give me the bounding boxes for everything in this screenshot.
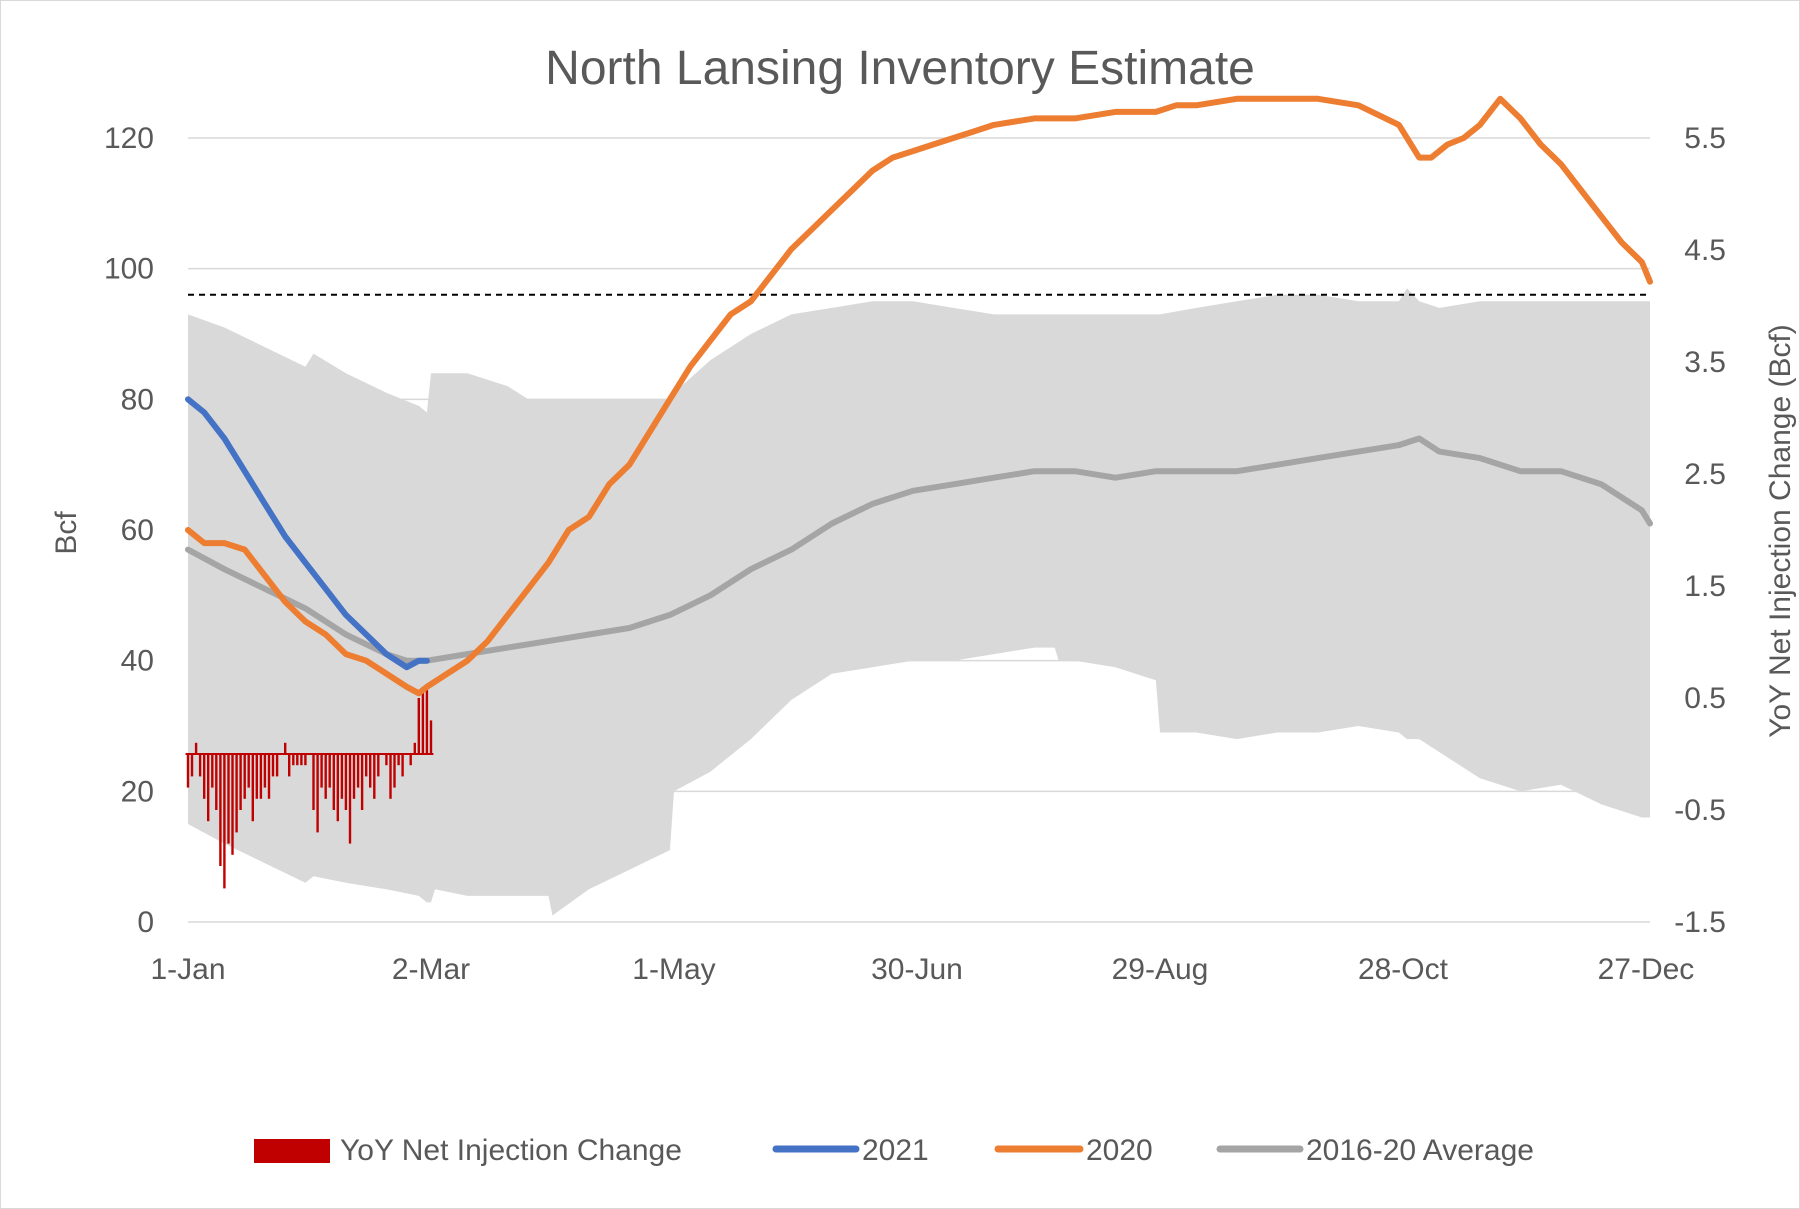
injection-bar: [397, 754, 400, 766]
injection-bar: [373, 754, 376, 799]
legend-swatch-bars: [254, 1139, 330, 1163]
injection-bar: [288, 754, 291, 777]
injection-bar: [389, 754, 392, 799]
injection-bar: [377, 754, 380, 777]
y-axis-title: Bcf: [50, 511, 83, 555]
x-tick-label: 27-Dec: [1598, 953, 1695, 986]
series-line-2021: [185, 396, 430, 671]
x-axis-ticks: 1-Jan 2-Mar 1-May 30-Jun 29-Aug 28-Oct 27-Dec: [150, 953, 1694, 986]
injection-bar: [215, 754, 218, 810]
legend-label-average: 2016-20 Average: [1306, 1134, 1534, 1167]
injection-bar: [369, 754, 372, 788]
injection-bar: [296, 754, 299, 766]
y2-tick-label: 3.5: [1684, 346, 1726, 379]
y2-tick-label: 0.5: [1684, 682, 1726, 715]
legend-label-2021: 2021: [862, 1134, 929, 1167]
injection-bar: [223, 754, 226, 889]
injection-bar: [186, 754, 190, 788]
y-tick-label: 120: [104, 122, 154, 155]
y2-tick-label: -1.5: [1674, 906, 1726, 939]
injection-bar: [429, 720, 433, 754]
range-band: [188, 288, 1650, 916]
x-tick-label: 2-Mar: [392, 953, 470, 986]
injection-bar: [198, 754, 202, 777]
injection-bar: [211, 754, 214, 788]
injection-bar: [365, 754, 368, 777]
range-band-area: [188, 288, 1650, 916]
injection-bar: [401, 754, 404, 777]
injection-bar: [332, 754, 335, 810]
injection-bar: [300, 754, 303, 766]
injection-bar: [409, 754, 412, 766]
x-tick-label: 29-Aug: [1112, 953, 1209, 986]
injection-bar: [271, 754, 275, 777]
injection-bar: [259, 754, 263, 799]
injection-bar: [328, 754, 331, 788]
injection-bar: [227, 754, 230, 844]
y2-tick-label: 1.5: [1684, 570, 1726, 603]
injection-bar: [421, 686, 425, 754]
y-tick-label: 80: [121, 383, 154, 416]
injection-bar: [320, 754, 323, 788]
injection-bar: [255, 754, 258, 799]
injection-bar: [247, 754, 250, 788]
y-tick-label: 20: [121, 775, 154, 808]
y2-tick-label: 4.5: [1684, 234, 1726, 267]
x-tick-label: 1-May: [632, 953, 715, 986]
injection-bar: [190, 754, 194, 777]
y-tick-label: 40: [121, 645, 154, 678]
injection-bar: [194, 742, 198, 754]
injection-bar: [263, 754, 267, 788]
injection-bar: [203, 754, 206, 799]
injection-bar: [393, 754, 396, 788]
injection-bar: [239, 754, 242, 810]
injection-bar: [336, 754, 339, 822]
y2-tick-label: 2.5: [1684, 458, 1726, 491]
injection-bar: [231, 754, 234, 855]
injection-bar: [324, 754, 327, 799]
injection-bar: [267, 754, 271, 799]
injection-bar: [243, 754, 246, 799]
legend-label-bars: YoY Net Injection Change: [340, 1134, 682, 1167]
injection-bar: [348, 754, 352, 844]
y-tick-label: 100: [104, 253, 154, 286]
injection-bar: [275, 754, 279, 777]
injection-bar: [352, 754, 356, 799]
x-tick-label: 28-Oct: [1358, 953, 1449, 986]
legend-label-2020: 2020: [1086, 1134, 1153, 1167]
injection-bar: [425, 686, 429, 754]
chart-title: North Lansing Inventory Estimate: [545, 42, 1255, 95]
series-lines: [185, 95, 1653, 697]
y-tick-label: 60: [121, 514, 154, 547]
x-tick-label: 1-Jan: [150, 953, 225, 986]
injection-bar: [219, 754, 222, 866]
legend: YoY Net Injection Change 2021 2020 2016-…: [254, 1134, 1534, 1167]
injection-bars: [185, 686, 434, 889]
series-line-2020: [185, 95, 1653, 697]
injection-bar: [356, 754, 360, 788]
injection-bar: [304, 754, 307, 766]
injection-bar: [385, 754, 388, 766]
y-axis-ticks: 0 20 40 60 80 100 120: [104, 122, 154, 939]
injection-bar: [235, 754, 238, 833]
injection-bar: [413, 742, 416, 754]
injection-bar: [251, 754, 254, 822]
injection-bar: [360, 754, 364, 810]
injection-bar: [292, 754, 295, 766]
y2-axis-ticks: -1.5 -0.5 0.5 1.5 2.5 3.5 4.5 5.5: [1674, 122, 1726, 939]
injection-bar: [344, 754, 348, 810]
injection-bar: [284, 742, 287, 754]
injection-bar: [340, 754, 344, 799]
injection-bar: [312, 754, 315, 810]
y2-axis-title: YoY Net Injection Change (Bcf): [1764, 324, 1797, 738]
y-tick-label: 0: [137, 906, 154, 939]
y2-tick-label: -0.5: [1674, 794, 1726, 827]
injection-bar: [207, 754, 210, 822]
x-tick-label: 30-Jun: [871, 953, 963, 986]
injection-bar: [417, 698, 420, 754]
y2-tick-label: 5.5: [1684, 122, 1726, 155]
injection-bar: [316, 754, 319, 833]
